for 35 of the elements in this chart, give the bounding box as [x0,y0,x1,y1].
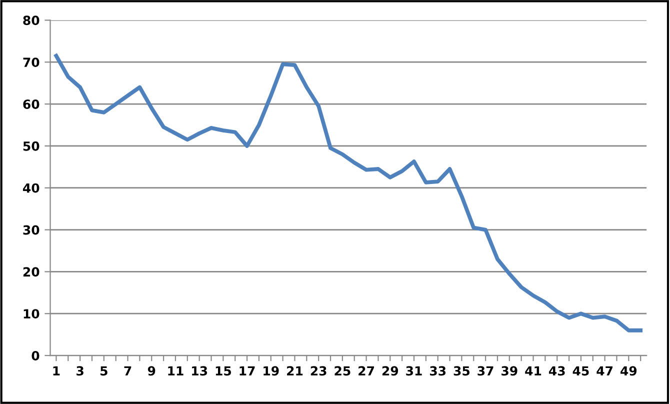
x-tick-label: 31 [406,366,422,376]
x-tick-label: 13 [192,366,208,376]
x-tick-label: 27 [358,366,374,376]
x-tick-label: 45 [572,366,589,376]
y-tick-label: 0 [32,350,40,360]
y-tick-label: 50 [23,141,40,151]
x-tick-label: 1 [53,366,60,376]
x-tick-label: 17 [240,366,255,376]
y-tick-label: 80 [23,16,40,26]
x-tick-label: 15 [216,366,231,376]
x-tick-label: 23 [310,366,326,376]
x-tick-label: 39 [502,366,518,376]
x-tick-label: 47 [596,366,613,376]
x-tick-label: 43 [548,366,565,376]
x-tick-label: 33 [430,366,446,376]
x-tick-label: 21 [287,366,303,376]
x-tick-label: 41 [525,366,542,376]
y-tick-label: 70 [23,58,40,68]
x-tick-label: 49 [620,366,637,376]
x-tick-label: 35 [454,366,470,376]
x-tick-label: 29 [382,366,398,376]
x-tick-label: 5 [100,366,108,376]
x-tick-label: 25 [334,366,350,376]
y-tick-label: 30 [23,225,40,235]
y-tick-label: 40 [23,183,40,193]
x-tick-label: 19 [264,366,279,376]
y-tick-label: 60 [23,100,40,109]
x-tick-label: 7 [124,366,132,376]
x-tick-label: 37 [478,366,494,376]
line-series [54,54,643,332]
x-tick-label: 3 [76,366,84,376]
y-tick-label: 20 [23,267,40,277]
y-tick-label: 10 [24,309,40,319]
x-tick-label: 11 [168,366,184,376]
x-tick-label: 9 [148,366,156,376]
